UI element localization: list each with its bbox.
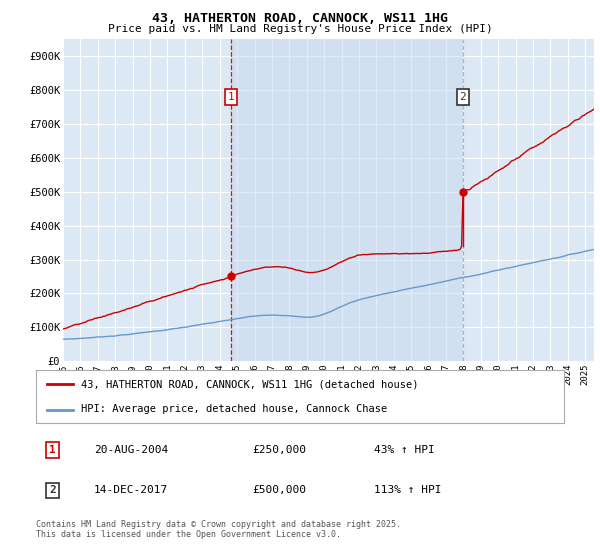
Text: 14-DEC-2017: 14-DEC-2017	[94, 486, 169, 496]
Text: Contains HM Land Registry data © Crown copyright and database right 2025.
This d: Contains HM Land Registry data © Crown c…	[36, 520, 401, 539]
Text: £250,000: £250,000	[253, 445, 307, 455]
Text: HPI: Average price, detached house, Cannock Chase: HPI: Average price, detached house, Cann…	[81, 404, 387, 414]
Text: Price paid vs. HM Land Registry's House Price Index (HPI): Price paid vs. HM Land Registry's House …	[107, 24, 493, 34]
Text: 1: 1	[49, 445, 56, 455]
Text: 43, HATHERTON ROAD, CANNOCK, WS11 1HG (detached house): 43, HATHERTON ROAD, CANNOCK, WS11 1HG (d…	[81, 380, 418, 390]
Text: 113% ↑ HPI: 113% ↑ HPI	[374, 486, 442, 496]
Text: 43, HATHERTON ROAD, CANNOCK, WS11 1HG: 43, HATHERTON ROAD, CANNOCK, WS11 1HG	[152, 12, 448, 25]
Text: 1: 1	[227, 92, 234, 102]
Text: 2: 2	[49, 486, 56, 496]
Text: 43% ↑ HPI: 43% ↑ HPI	[374, 445, 434, 455]
Text: £500,000: £500,000	[253, 486, 307, 496]
Text: 2: 2	[460, 92, 466, 102]
Text: 20-AUG-2004: 20-AUG-2004	[94, 445, 169, 455]
Bar	[230, 39, 463, 361]
